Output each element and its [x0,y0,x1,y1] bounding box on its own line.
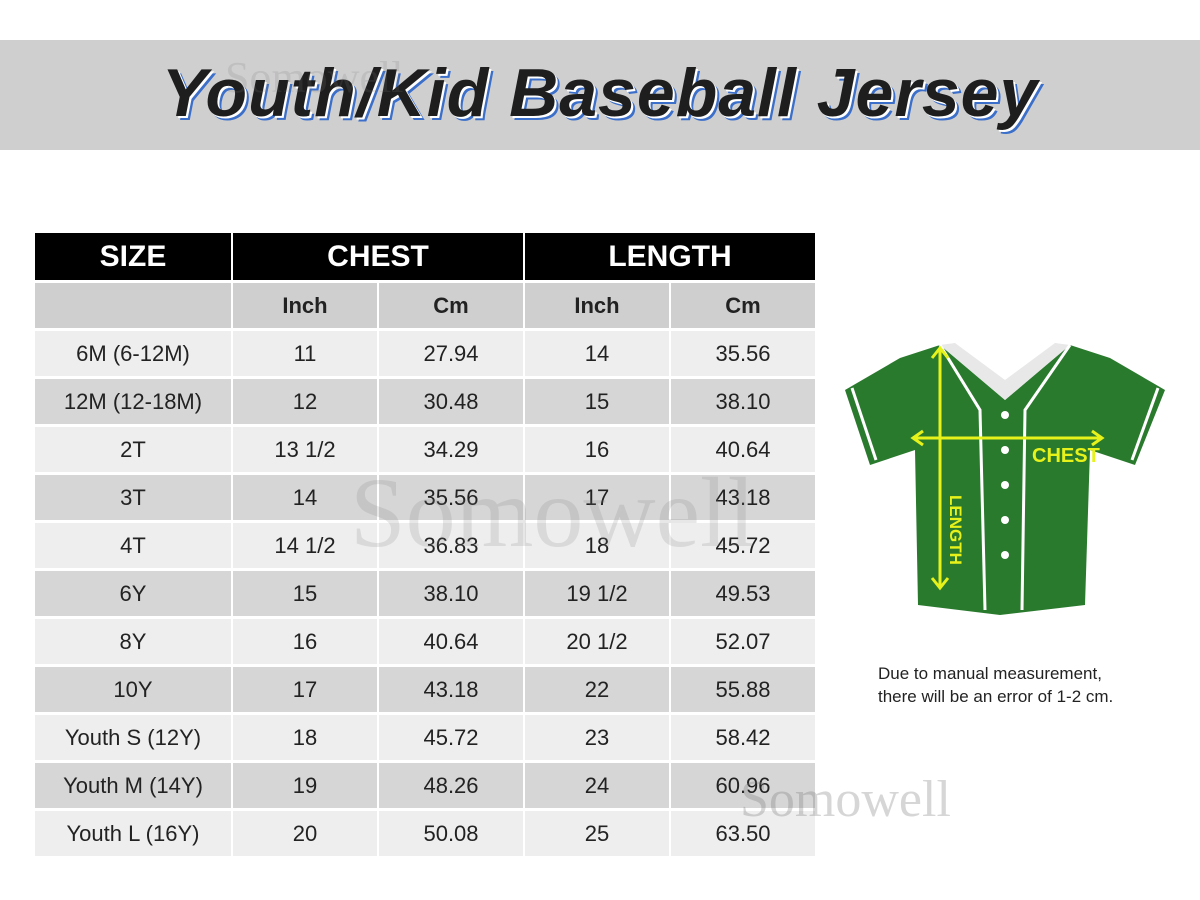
chest-inch-cell: 14 [233,475,377,520]
watermark: Somowell [740,771,951,828]
length-inch-cell: 22 [525,667,669,712]
header-chest: CHEST [233,233,523,280]
table-row: 12M (12-18M) 12 30.48 15 38.10 [35,379,815,424]
length-cm-cell: 38.10 [671,379,815,424]
length-inch-cell: 25 [525,811,669,856]
length-cm-cell: 60.96 [671,763,815,808]
header-size: SIZE [35,233,231,280]
chest-cm-cell: 50.08 [379,811,523,856]
chest-inch-cell: 14 1/2 [233,523,377,568]
size-cell: 8Y [35,619,231,664]
length-cm-cell: 63.50 [671,811,815,856]
subheader [35,283,231,328]
length-cm-cell: 45.72 [671,523,815,568]
watermark: Somowell [350,457,756,568]
table-row: 8Y 16 40.64 20 1/2 52.07 [35,619,815,664]
length-cm-cell: 58.42 [671,715,815,760]
chest-inch-cell: 18 [233,715,377,760]
chest-cm-cell: 35.56 [379,475,523,520]
chest-cm-cell: 34.29 [379,427,523,472]
page-title: Youth/Kid Baseball Jersey [161,55,1039,131]
size-cell: 6Y [35,571,231,616]
chest-inch-cell: 11 [233,331,377,376]
size-cell: 10Y [35,667,231,712]
size-cell: 2T [35,427,231,472]
size-cell: 12M (12-18M) [35,379,231,424]
length-cm-cell: 49.53 [671,571,815,616]
note-line: Due to manual measurement, [878,664,1102,683]
subheader: Inch [233,283,377,328]
subheader: Cm [379,283,523,328]
chest-label: CHEST [1032,445,1100,467]
watermark: Somowell [225,53,404,102]
subheader: Inch [525,283,669,328]
title-band [0,40,1200,150]
chest-inch-cell: 13 1/2 [233,427,377,472]
length-inch-cell: 17 [525,475,669,520]
length-cm-cell: 55.88 [671,667,815,712]
chest-cm-cell: 40.64 [379,619,523,664]
length-cm-cell: 35.56 [671,331,815,376]
measurement-note: Due to manual measurement, there will be… [878,662,1113,708]
table-row: 2T 13 1/2 34.29 16 40.64 [35,427,815,472]
chest-cm-cell: 48.26 [379,763,523,808]
chest-cm-cell: 43.18 [379,667,523,712]
chest-cm-cell: 45.72 [379,715,523,760]
chest-inch-cell: 15 [233,571,377,616]
length-inch-cell: 18 [525,523,669,568]
table-row: Youth L (16Y) 20 50.08 25 63.50 [35,811,815,856]
length-label: LENGTH [946,495,965,565]
length-inch-cell: 20 1/2 [525,619,669,664]
size-cell: Youth M (14Y) [35,763,231,808]
length-inch-cell: 23 [525,715,669,760]
size-cell: 6M (6-12M) [35,331,231,376]
chest-inch-cell: 20 [233,811,377,856]
size-cell: Youth L (16Y) [35,811,231,856]
chest-cm-cell: 27.94 [379,331,523,376]
table-row: 6M (6-12M) 11 27.94 14 35.56 [35,331,815,376]
length-cm-cell: 52.07 [671,619,815,664]
table-row: 3T 14 35.56 17 43.18 [35,475,815,520]
chest-cm-cell: 30.48 [379,379,523,424]
size-cell: 4T [35,523,231,568]
length-inch-cell: 19 1/2 [525,571,669,616]
length-cm-cell: 40.64 [671,427,815,472]
table-row: Youth M (14Y) 19 48.26 24 60.96 [35,763,815,808]
table-row: 4T 14 1/2 36.83 18 45.72 [35,523,815,568]
length-inch-cell: 16 [525,427,669,472]
note-line: there will be an error of 1-2 cm. [878,687,1114,706]
chest-cm-cell: 38.10 [379,571,523,616]
chest-inch-cell: 12 [233,379,377,424]
length-inch-cell: 14 [525,331,669,376]
size-cell: 3T [35,475,231,520]
chest-cm-cell: 36.83 [379,523,523,568]
chest-inch-cell: 16 [233,619,377,664]
table-row: Youth S (12Y) 18 45.72 23 58.42 [35,715,815,760]
table-row: 10Y 17 43.18 22 55.88 [35,667,815,712]
chest-inch-cell: 19 [233,763,377,808]
length-inch-cell: 24 [525,763,669,808]
jersey-body [845,345,1165,615]
subheader: Cm [671,283,815,328]
table-row: 6Y 15 38.10 19 1/2 49.53 [35,571,815,616]
chest-inch-cell: 17 [233,667,377,712]
length-inch-cell: 15 [525,379,669,424]
jersey-diagram: CHEST LENGTH [845,343,1165,615]
length-cm-cell: 43.18 [671,475,815,520]
size-cell: Youth S (12Y) [35,715,231,760]
size-table: SIZE CHEST LENGTH Inch Cm Inch Cm 6M (6-… [33,230,817,859]
header-length: LENGTH [525,233,815,280]
